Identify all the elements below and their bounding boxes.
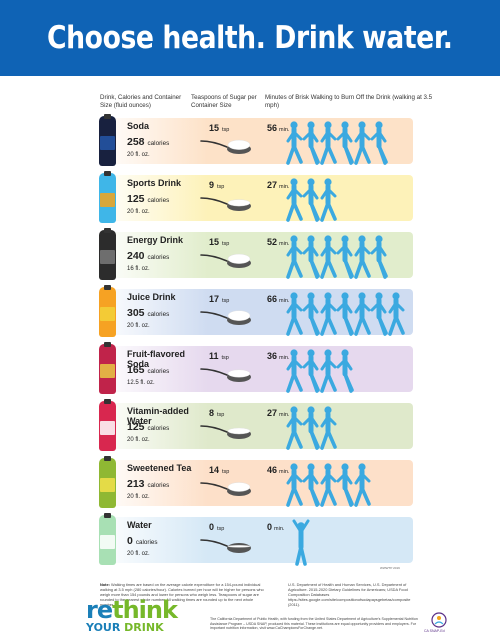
bottle-icon xyxy=(99,228,116,280)
walking-minutes: 27 min. xyxy=(267,180,290,190)
drink-row: Water 0 calories 20 fl. oz. 0 tsp 0 min. xyxy=(97,513,413,568)
footnote-label: Note: xyxy=(100,582,110,587)
walker-figures-icon xyxy=(286,463,371,507)
sugar-teaspoons: 11 tsp xyxy=(209,351,229,361)
drink-row: Juice Drink 305 calories 20 fl. oz. 17 tsp… xyxy=(97,285,413,340)
drink-calories: 258 calories xyxy=(127,136,170,148)
drink-name: Water xyxy=(127,520,152,530)
drink-row: Soda 258 calories 20 fl. oz. 15 tsp 56 min. xyxy=(97,114,413,169)
row-band xyxy=(97,346,413,392)
sugar-spoon-icon xyxy=(200,425,251,439)
footnote-text: Walking times are based on the average c… xyxy=(100,582,264,607)
walker-figures-icon xyxy=(286,292,405,336)
bottle-icon xyxy=(99,171,116,223)
sugar-teaspoons: 8 tsp xyxy=(209,408,225,418)
logo-your: YOUR xyxy=(86,621,121,634)
bottle-icon xyxy=(99,513,116,565)
tag-code: WWWTP 2019 xyxy=(380,566,400,570)
drink-calories: 240 calories xyxy=(127,250,170,262)
logo-re: re xyxy=(86,596,113,624)
sugar-spoon-icon xyxy=(200,539,251,553)
sources-text: U.S. Department of Health and Human Serv… xyxy=(288,582,411,607)
row-band xyxy=(97,175,413,221)
bottle-icon xyxy=(99,114,116,166)
drink-row: Fruit-flavored Soda 165 calories 12.5 fl.… xyxy=(97,342,413,397)
walker-figures-icon xyxy=(286,178,337,222)
row-band xyxy=(97,403,413,449)
drink-size: 20 fl. oz. xyxy=(127,323,150,329)
walking-minutes: 56 min. xyxy=(267,123,290,133)
drink-name: Sports Drink xyxy=(127,178,182,188)
sugar-teaspoons: 15 tsp xyxy=(209,123,230,133)
logo-think: think xyxy=(112,596,178,624)
drink-size: 16 fl. oz. xyxy=(127,266,150,272)
drink-calories: 213 calories xyxy=(127,478,170,490)
drink-name: Vitamin-added Water xyxy=(127,406,189,426)
walker-figures-icon xyxy=(292,519,310,566)
badge-text: CA SNAP-Ed xyxy=(424,629,445,633)
drink-size: 20 fl. oz. xyxy=(127,152,150,158)
sugar-spoon-icon xyxy=(200,482,251,496)
drink-row: Energy Drink 240 calories 16 fl. oz. 15 ts… xyxy=(97,228,413,283)
walking-minutes: 46 min. xyxy=(267,465,290,475)
drink-name: Fruit-flavored Soda xyxy=(127,349,186,369)
walker-figures-icon xyxy=(286,349,354,393)
bottle-icon xyxy=(99,456,116,508)
drink-size: 20 fl. oz. xyxy=(127,551,150,557)
sugar-spoon-icon xyxy=(200,368,251,382)
walking-minutes: 0 min. xyxy=(267,522,285,532)
drink-calories: 305 calories xyxy=(127,307,170,319)
drink-name: Sweetened Tea xyxy=(127,463,192,473)
sugar-teaspoons: 17 tsp xyxy=(209,294,230,304)
drink-size: 20 fl. oz. xyxy=(127,494,150,500)
column-header-sugar: Teaspoons of Sugar per Container Size xyxy=(191,94,257,109)
walking-minutes: 66 min. xyxy=(267,294,290,304)
logo-drink: DRINK xyxy=(124,621,164,634)
column-header-drink: Drink, Calories and Container Size (flui… xyxy=(100,94,182,109)
sugar-spoon-icon xyxy=(200,139,251,154)
walker-figures-icon xyxy=(286,235,388,279)
drink-row: Sweetened Tea 213 calories 20 fl. oz. 14 t… xyxy=(97,456,413,511)
page-title: Choose health. Drink water. xyxy=(47,20,453,56)
footnote: Note: Walking times are based on the ave… xyxy=(100,582,268,607)
bottle-icon xyxy=(99,285,116,337)
column-header-walk: Minutes of Brisk Walking to Burn Off the… xyxy=(265,94,433,109)
bottle-icon xyxy=(99,342,116,394)
walking-minutes: 27 min. xyxy=(267,408,290,418)
drink-size: 20 fl. oz. xyxy=(127,437,150,443)
drink-rows: Soda 258 calories 20 fl. oz. 15 tsp 56 min. xyxy=(97,114,413,571)
drink-size: 12.5 fl. oz. xyxy=(127,380,155,386)
drink-calories: 125 calories xyxy=(127,193,170,205)
sugar-teaspoons: 0 tsp xyxy=(209,522,225,532)
snap-ed-badge-icon xyxy=(431,612,447,628)
sugar-teaspoons: 15 tsp xyxy=(209,237,230,247)
walker-figures-icon xyxy=(286,406,337,450)
drink-calories: 125 calories xyxy=(127,421,170,433)
drink-calories: 165 calories xyxy=(127,364,170,376)
drink-calories: 0 calories xyxy=(127,535,158,547)
drink-name: Energy Drink xyxy=(127,235,184,245)
title-banner: Choose health. Drink water. xyxy=(0,0,500,76)
sugar-spoon-icon xyxy=(200,197,251,211)
walker-figures-icon xyxy=(286,121,388,165)
walking-minutes: 36 min. xyxy=(267,351,290,361)
rethink-your-drink-logo: rethink YOUR DRINK xyxy=(86,596,191,636)
drink-name: Soda xyxy=(127,121,150,131)
drink-name: Juice Drink xyxy=(127,292,176,302)
sugar-teaspoons: 14 tsp xyxy=(209,465,230,475)
bottle-icon xyxy=(99,399,116,451)
drink-row: Vitamin-added Water 125 calories 20 fl. o… xyxy=(97,399,413,454)
drink-size: 20 fl. oz. xyxy=(127,209,150,215)
sugar-spoon-icon xyxy=(200,310,251,325)
drink-row: Sports Drink 125 calories 20 fl. oz. 9 tsp… xyxy=(97,171,413,226)
walking-minutes: 52 min. xyxy=(267,237,290,247)
sugar-spoon-icon xyxy=(200,253,251,268)
sugar-teaspoons: 9 tsp xyxy=(209,180,225,190)
row-band xyxy=(97,517,413,563)
credit-text: The California Department of Public Heal… xyxy=(210,617,418,631)
